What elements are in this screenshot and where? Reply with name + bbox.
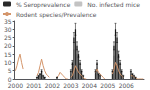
svg-text:35: 35 [4, 18, 12, 25]
svg-text:2003: 2003 [63, 82, 78, 89]
svg-text:Rodent species/Prevalence: Rodent species/Prevalence [16, 11, 97, 19]
svg-text:25: 25 [4, 34, 12, 41]
svg-text:10: 10 [4, 59, 12, 66]
svg-text:2004: 2004 [82, 82, 97, 89]
svg-text:30: 30 [4, 26, 12, 33]
svg-text:20: 20 [4, 42, 12, 49]
svg-text:2006: 2006 [119, 82, 134, 89]
svg-text:2005: 2005 [100, 82, 115, 89]
svg-text:2000: 2000 [8, 82, 23, 89]
svg-text:No. infected mice: No. infected mice [87, 1, 140, 8]
svg-text:5: 5 [8, 67, 12, 74]
svg-text:2001: 2001 [26, 82, 41, 89]
svg-text:% Seroprevalence: % Seroprevalence [16, 1, 71, 9]
svg-text:2002: 2002 [45, 82, 60, 89]
svg-text:15: 15 [4, 51, 12, 58]
svg-text:0: 0 [7, 75, 12, 83]
